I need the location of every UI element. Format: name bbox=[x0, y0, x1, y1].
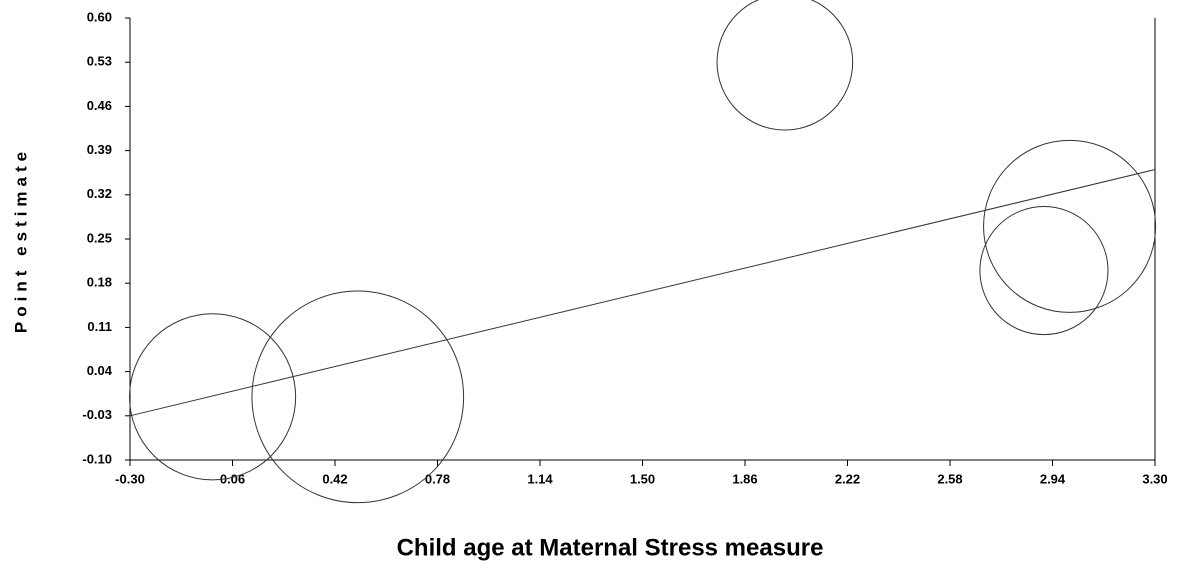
y-tick-label: 0.60 bbox=[87, 9, 112, 24]
x-tick-label: 2.22 bbox=[835, 471, 860, 486]
y-tick-label: -0.03 bbox=[82, 407, 112, 422]
y-axis-label: Point estimate bbox=[11, 147, 30, 333]
x-tick-label: 2.94 bbox=[1040, 471, 1066, 486]
y-tick-label: 0.32 bbox=[87, 186, 112, 201]
bubble bbox=[983, 139, 1157, 313]
x-tick-label: 1.86 bbox=[732, 471, 757, 486]
x-tick-label: 0.42 bbox=[322, 471, 347, 486]
y-tick-label: 0.53 bbox=[87, 54, 112, 69]
x-tick-label: 3.30 bbox=[1142, 471, 1167, 486]
bubble bbox=[979, 206, 1109, 336]
bubble bbox=[251, 290, 465, 504]
y-tick-label: 0.25 bbox=[87, 230, 112, 245]
x-axis-label: Child age at Maternal Stress measure bbox=[397, 534, 824, 561]
y-tick-label: 0.39 bbox=[87, 142, 112, 157]
x-tick-label: 2.58 bbox=[937, 471, 962, 486]
x-tick-label: -0.30 bbox=[115, 471, 145, 486]
y-tick-label: 0.46 bbox=[87, 98, 112, 113]
y-tick-label: 0.11 bbox=[87, 319, 112, 334]
y-tick-label: 0.04 bbox=[87, 363, 113, 378]
x-tick-label: 0.78 bbox=[425, 471, 450, 486]
regression-line bbox=[129, 169, 1156, 417]
x-tick-label: 1.14 bbox=[527, 471, 553, 486]
y-tick-label: 0.18 bbox=[87, 275, 112, 290]
bubble bbox=[129, 313, 297, 481]
y-tick-label: -0.10 bbox=[82, 451, 112, 466]
x-tick-label: 1.50 bbox=[630, 471, 655, 486]
bubble bbox=[716, 0, 854, 131]
